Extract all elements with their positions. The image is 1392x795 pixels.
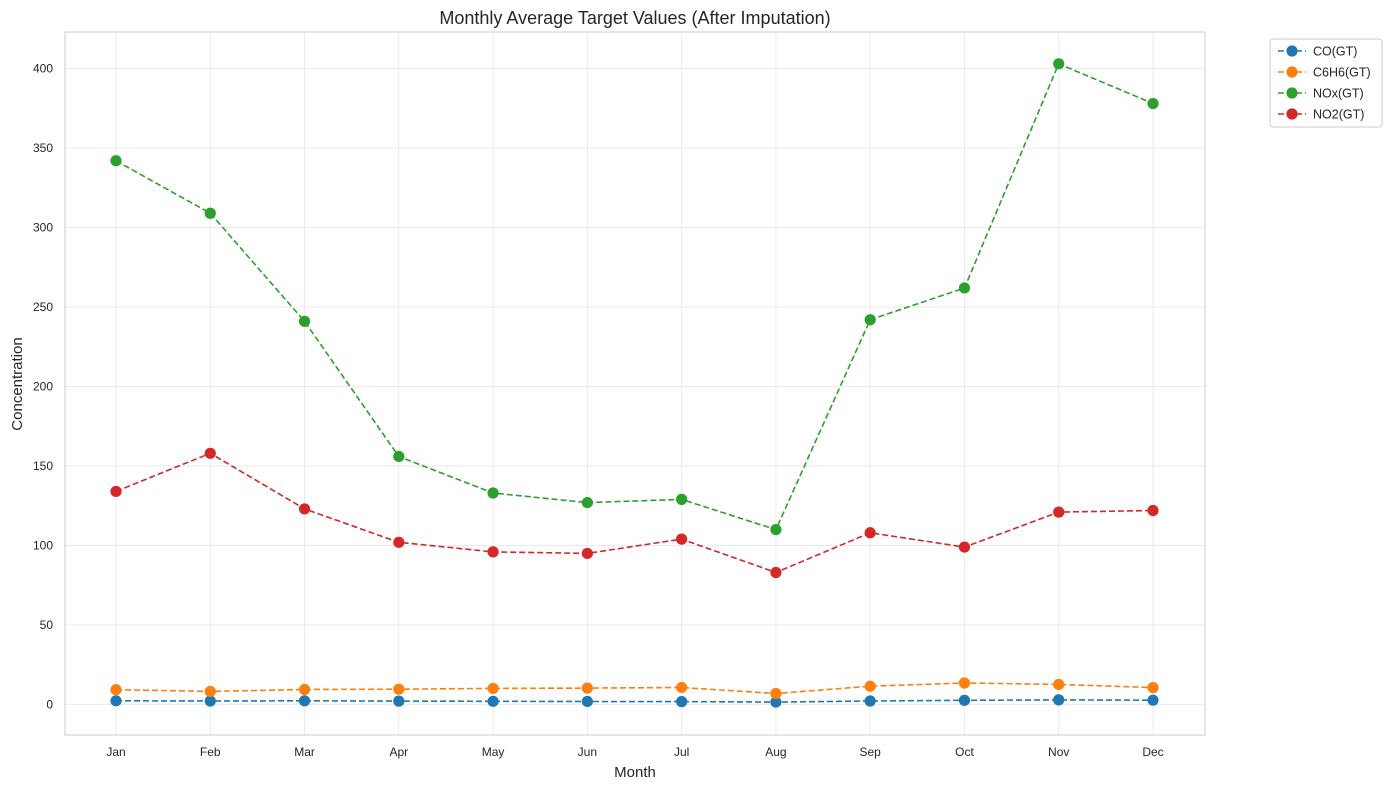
data-point [770,566,782,579]
data-point [676,533,688,545]
data-point [958,282,971,294]
series-group [110,677,1159,700]
series-line [115,452,1154,574]
data-point [204,447,216,459]
data-point [110,684,122,696]
series-group [110,58,1159,536]
data-point [393,683,405,695]
data-point [864,314,876,326]
legend-marker [1286,45,1298,57]
x-tick-label: Nov [1048,745,1069,759]
data-point [581,682,593,694]
x-tick-label: Jan [106,745,125,759]
data-point [1147,97,1159,110]
legend-label: NO2(GT) [1313,108,1364,122]
data-point [958,677,971,689]
series-group [110,447,1159,579]
data-point [1053,506,1065,518]
y-tick-label: 400 [33,62,53,76]
x-tick-label: Oct [955,745,974,759]
data-point [676,696,688,708]
y-tick-label: 350 [33,141,53,155]
data-point [298,503,311,515]
x-axis-label: Month [614,764,656,781]
y-axis-label: Concentration [9,337,26,430]
data-point [393,536,405,548]
y-tick-label: 200 [33,380,53,394]
x-tick-label: Jul [674,745,689,759]
series-line [115,699,1154,703]
y-tick-label: 150 [33,459,53,473]
y-tick-label: 50 [40,618,54,632]
data-point [864,680,876,692]
y-tick-label: 250 [33,300,53,314]
x-tick-label: Mar [294,745,315,759]
data-point [770,524,782,536]
data-point [487,695,499,707]
legend-label: CO(GT) [1313,45,1357,59]
data-point [1053,694,1065,706]
data-point [581,695,593,708]
data-point [1053,58,1065,70]
data-point [958,541,971,553]
legend-marker [1286,87,1298,99]
data-point [393,695,405,707]
data-point [1147,694,1159,706]
plot-area-frame [64,31,1206,736]
y-tick-label: 300 [33,221,53,235]
data-point [487,487,499,499]
series-layer [110,58,1159,708]
data-point [1147,682,1159,694]
data-point [204,207,216,219]
data-point [864,695,876,707]
data-point [581,496,593,509]
data-point [1147,504,1159,517]
y-tick-label: 100 [33,538,53,552]
x-tick-label: Jun [578,745,597,759]
series-group [110,694,1159,708]
series-line [115,62,1154,531]
data-point [298,315,311,327]
data-point [204,695,216,707]
x-tick-label: Feb [200,745,221,759]
data-point [393,450,405,463]
legend-marker [1286,108,1298,120]
x-tick-label: Apr [389,745,408,759]
data-point [487,682,499,695]
data-point [864,527,876,539]
data-point [958,694,971,706]
grid-layer [65,32,1205,735]
data-point [298,683,311,696]
series-line [115,682,1154,695]
legend-label: C6H6(GT) [1313,66,1371,80]
data-point [110,695,122,707]
tick-layer: 0 50 100 150 200 250 300 350 400 Jan Feb Mar Apr May J… [33,62,1164,759]
data-point [110,485,122,498]
legend-label: NOx(GT) [1313,87,1364,101]
chart-title: Monthly Average Target Values (After Imp… [439,8,830,28]
x-tick-label: Dec [1142,745,1163,759]
x-tick-label: Sep [860,745,882,759]
x-tick-label: Aug [765,745,786,759]
data-point [487,546,499,558]
y-tick-label: 0 [46,697,53,711]
legend: CO(GT) C6H6(GT) NOx(GT) NO2(GT) [1269,38,1383,128]
legend-frame [1269,38,1383,128]
data-point [770,696,782,708]
data-point [1053,678,1065,691]
data-point [204,685,216,698]
data-point [770,687,782,700]
data-point [298,695,311,707]
data-point [110,155,122,167]
x-tick-label: May [482,745,505,759]
data-point [676,681,688,694]
data-point [676,493,688,505]
data-point [581,547,593,560]
legend-marker [1286,66,1298,78]
